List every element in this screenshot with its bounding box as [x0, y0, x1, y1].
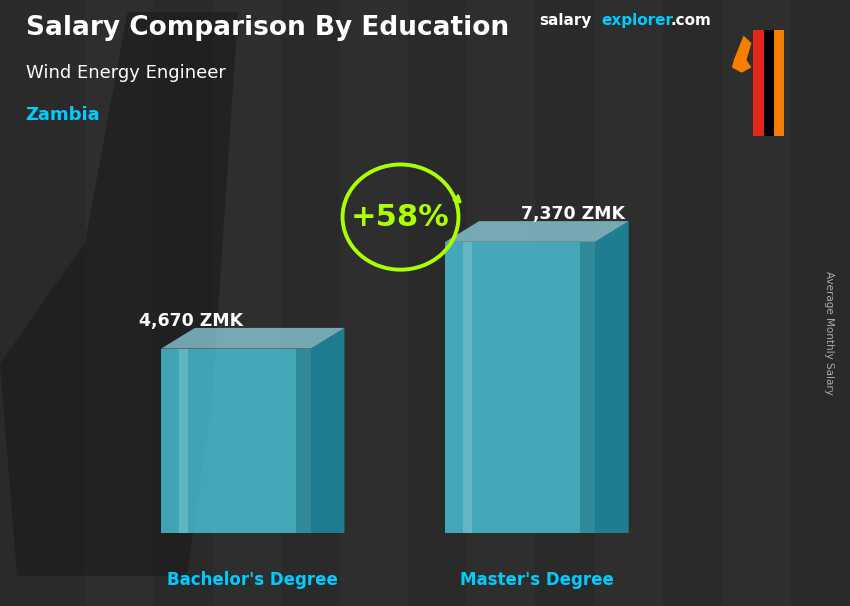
Polygon shape: [296, 348, 311, 533]
Text: Zambia: Zambia: [26, 106, 100, 124]
Text: 4,670 ZMK: 4,670 ZMK: [139, 312, 243, 330]
Polygon shape: [463, 242, 473, 533]
Polygon shape: [468, 0, 536, 606]
Polygon shape: [311, 328, 344, 533]
Polygon shape: [212, 0, 280, 606]
Polygon shape: [0, 12, 238, 576]
Text: Average Monthly Salary: Average Monthly Salary: [824, 271, 834, 395]
Text: 7,370 ZMK: 7,370 ZMK: [520, 205, 625, 223]
Polygon shape: [774, 30, 785, 136]
Text: +58%: +58%: [351, 202, 450, 231]
Text: .com: .com: [671, 13, 711, 28]
Polygon shape: [179, 348, 188, 533]
Text: Master's Degree: Master's Degree: [460, 571, 614, 589]
Polygon shape: [753, 30, 763, 136]
Polygon shape: [722, 0, 790, 606]
Text: salary: salary: [540, 13, 592, 28]
Polygon shape: [445, 242, 595, 533]
Polygon shape: [595, 221, 629, 533]
Polygon shape: [763, 30, 774, 136]
Polygon shape: [595, 0, 663, 606]
Text: Salary Comparison By Education: Salary Comparison By Education: [26, 15, 508, 41]
Polygon shape: [162, 328, 344, 348]
Polygon shape: [732, 36, 751, 73]
Text: Wind Energy Engineer: Wind Energy Engineer: [26, 64, 225, 82]
Polygon shape: [162, 348, 311, 533]
Polygon shape: [445, 221, 629, 242]
Polygon shape: [340, 0, 408, 606]
Text: explorer: explorer: [601, 13, 673, 28]
Polygon shape: [85, 0, 153, 606]
Text: Bachelor's Degree: Bachelor's Degree: [167, 571, 338, 589]
Polygon shape: [580, 242, 595, 533]
